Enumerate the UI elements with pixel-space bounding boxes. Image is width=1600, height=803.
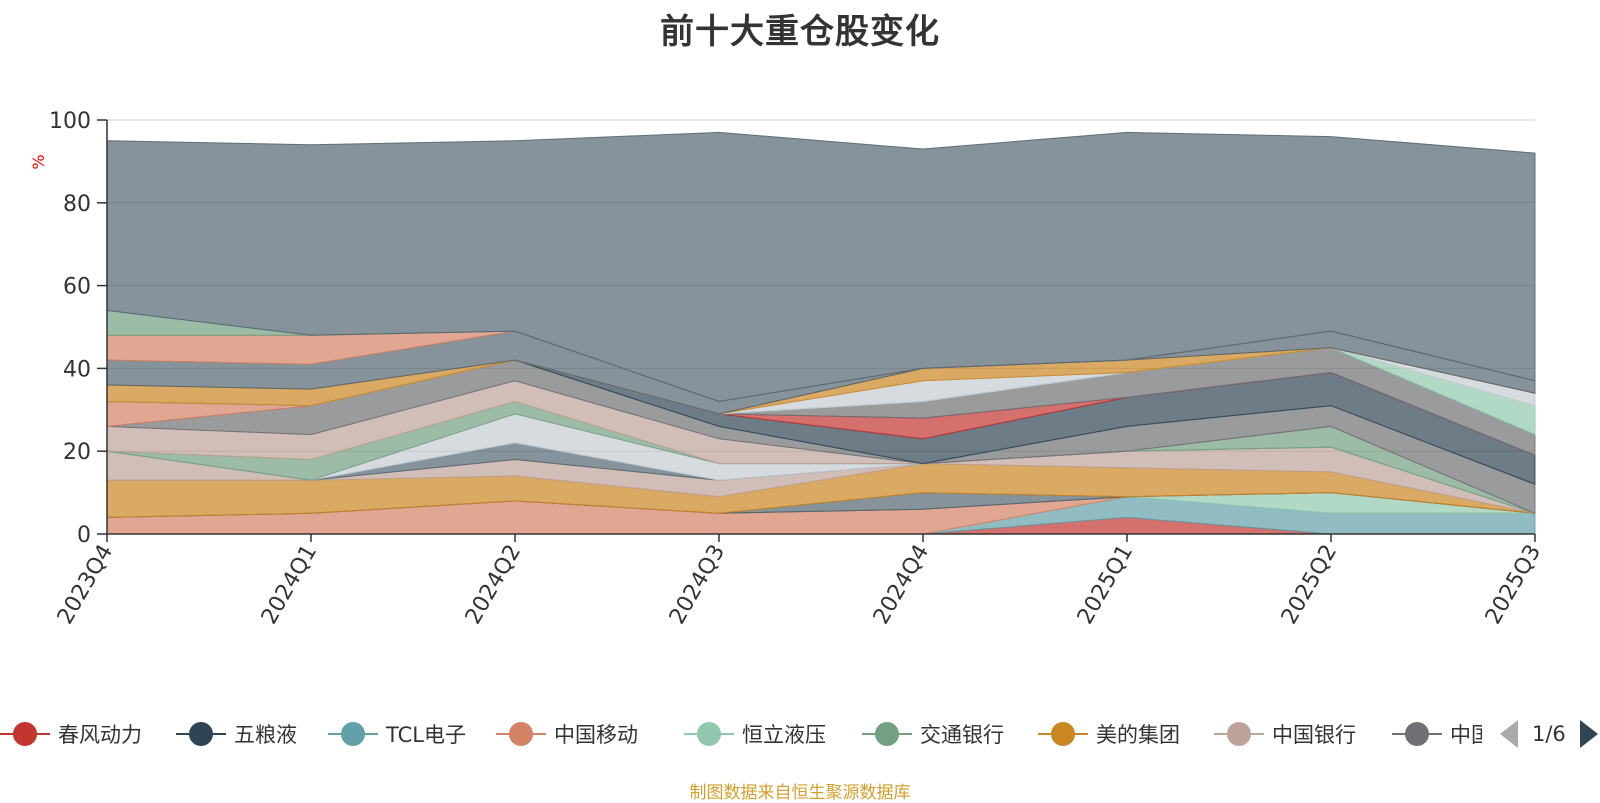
area-chart: 0 20 40 60 80 100 2023Q4 2024Q1 2024Q2 2024Q3 2024…	[29, 109, 1546, 629]
legend-marker-icon	[862, 716, 912, 752]
legend-marker-icon	[684, 716, 734, 752]
y-axis-label: %	[29, 154, 48, 169]
x-tick-label: 2024Q2	[461, 541, 526, 629]
legend-marker-icon	[1038, 716, 1088, 752]
x-tick-label: 2025Q1	[1073, 541, 1138, 629]
legend-item[interactable]: 五粮液	[176, 716, 297, 752]
legend-item[interactable]: 中国银行	[1214, 716, 1356, 752]
legend-label: 中国移动	[554, 723, 638, 747]
legend-item[interactable]: 交通银行	[862, 716, 1004, 752]
legend-label: 五粮液	[234, 723, 297, 747]
legend-item[interactable]: 中国移动	[496, 716, 638, 752]
legend-item[interactable]: 恒立液压	[684, 716, 826, 752]
x-tick-label: 2023Q4	[53, 541, 118, 629]
y-tick-label: 0	[77, 523, 91, 548]
stacked-areas	[106, 131, 1536, 535]
area-series-24[interactable]	[106, 131, 1536, 403]
x-tick-label: 2024Q4	[869, 541, 934, 629]
data-source-note: 制图数据来自恒生聚源数据库	[689, 783, 911, 803]
legend-marker-icon	[496, 716, 546, 752]
x-tick-label: 2024Q3	[665, 541, 730, 629]
legend-label: 中国银行	[1272, 723, 1356, 747]
legend-label: 恒立液压	[742, 723, 826, 747]
y-tick-label: 100	[49, 109, 91, 134]
legend-label: 美的集团	[1096, 723, 1180, 747]
legend-item[interactable]: TCL电子	[328, 716, 466, 752]
legend-prev-icon[interactable]	[1500, 720, 1518, 748]
legend-item[interactable]: 春风动力	[0, 716, 142, 752]
legend-pager: 1/6	[1500, 716, 1598, 752]
legend-marker-icon	[176, 716, 226, 752]
legend-marker-icon	[1392, 716, 1442, 752]
y-tick-label: 40	[63, 357, 91, 382]
legend-next-icon[interactable]	[1579, 720, 1598, 748]
legend-marker-icon	[0, 716, 50, 752]
legend-item[interactable]: 中国神华	[1392, 716, 1482, 752]
legend-item[interactable]: 美的集团	[1038, 716, 1180, 752]
legend-marker-icon	[1214, 716, 1264, 752]
legend: 春风动力 五粮液 TCL电子 中国移动 恒立液压 交通银行 美的集团 中国银行 中国神华	[0, 716, 1600, 752]
x-tick-label: 2025Q3	[1481, 541, 1546, 629]
y-tick-label: 20	[63, 440, 91, 465]
chart-title: 前十大重仓股变化	[660, 12, 940, 52]
legend-label: 交通银行	[920, 723, 1004, 747]
legend-items: 春风动力 五粮液 TCL电子 中国移动 恒立液压 交通银行 美的集团 中国银行 中国神华	[0, 716, 1482, 752]
legend-marker-icon	[328, 716, 378, 752]
y-tick-label: 60	[63, 275, 91, 300]
legend-label: 春风动力	[58, 723, 142, 747]
legend-page-indicator: 1/6	[1532, 722, 1566, 746]
x-tick-label: 2024Q1	[257, 541, 322, 629]
legend-label: TCL电子	[386, 723, 466, 747]
x-tick-label: 2025Q2	[1277, 541, 1342, 629]
y-tick-label: 80	[63, 192, 91, 217]
legend-label: 中国神华	[1450, 723, 1482, 747]
